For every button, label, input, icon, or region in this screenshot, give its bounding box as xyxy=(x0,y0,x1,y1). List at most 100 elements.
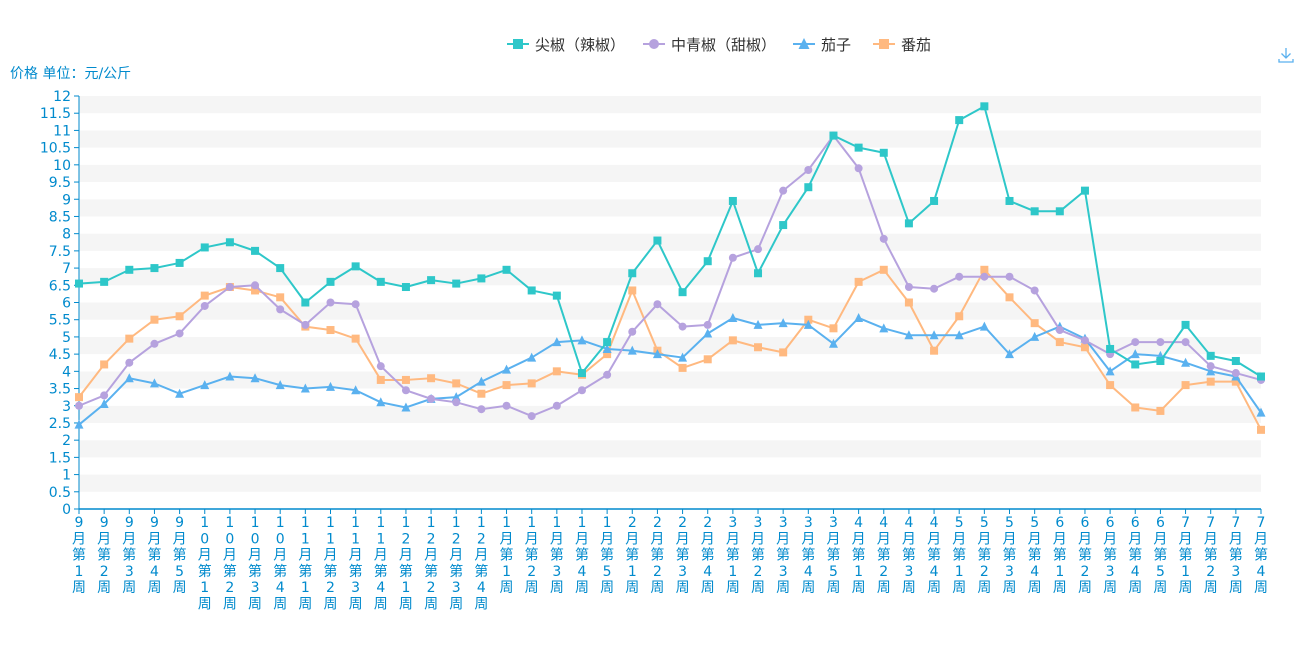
grid-band xyxy=(79,199,1261,217)
y-tick-label: 11 xyxy=(53,123,71,139)
data-point xyxy=(150,315,159,324)
data-point xyxy=(1105,366,1115,376)
y-tick-label: 8.5 xyxy=(49,209,71,225)
data-point xyxy=(502,401,511,410)
legend-item[interactable]: 茄子 xyxy=(793,36,851,54)
data-point xyxy=(754,269,763,278)
data-point xyxy=(1080,336,1089,345)
data-point xyxy=(452,279,461,288)
data-point xyxy=(477,405,486,414)
legend-item[interactable]: 尖椒（辣椒） xyxy=(507,36,625,54)
data-point xyxy=(326,298,335,307)
legend[interactable]: 尖椒（辣椒） 中青椒（甜椒） 茄子 番茄 xyxy=(507,36,931,54)
data-point xyxy=(527,412,536,421)
data-point xyxy=(1030,331,1040,341)
y-tick-label: 2 xyxy=(62,433,71,449)
data-point xyxy=(1005,196,1014,205)
x-tick-label: 9 月第 3 周 xyxy=(122,515,136,596)
data-point xyxy=(828,338,838,348)
data-point xyxy=(627,345,637,355)
data-point xyxy=(879,265,888,274)
data-point xyxy=(1131,403,1140,412)
data-point xyxy=(678,363,687,372)
x-tick-label: 1 月第 4 周 xyxy=(575,515,589,596)
data-point xyxy=(1206,366,1216,376)
data-point xyxy=(753,319,763,329)
x-tick-label: 3 月第 4 周 xyxy=(801,515,815,596)
data-point xyxy=(804,165,813,174)
download-icon[interactable] xyxy=(1276,45,1296,65)
data-point xyxy=(1055,207,1064,216)
data-point xyxy=(602,343,612,353)
data-point xyxy=(75,401,83,410)
y-tick-label: 3 xyxy=(62,399,71,415)
data-point xyxy=(1181,320,1190,329)
data-point xyxy=(1005,272,1014,281)
data-point xyxy=(225,283,234,292)
data-point xyxy=(1156,338,1165,347)
data-point xyxy=(175,258,184,267)
y-axis: 00.511.522.533.544.555.566.577.588.599.5… xyxy=(40,89,80,518)
y-tick-label: 3.5 xyxy=(49,382,71,398)
series-line xyxy=(78,105,1262,378)
data-point xyxy=(1055,326,1064,335)
data-point xyxy=(678,352,688,362)
data-point xyxy=(1131,360,1140,369)
data-point xyxy=(74,419,84,429)
data-point xyxy=(980,102,989,111)
y-axis-label: 价格 单位：元/公斤 xyxy=(10,66,131,82)
grid-band xyxy=(79,457,1261,475)
data-point xyxy=(99,399,109,409)
y-tick-label: 10.5 xyxy=(40,141,71,157)
y-tick-label: 1.5 xyxy=(49,450,71,466)
x-tick-label: 4 月第 4 周 xyxy=(927,515,941,596)
x-tick-label: 1 0 月第 2 周 xyxy=(223,515,237,613)
grid-band xyxy=(79,250,1261,269)
data-point xyxy=(376,397,386,407)
data-point xyxy=(225,371,235,381)
data-point xyxy=(75,279,83,288)
data-point xyxy=(124,373,134,383)
data-point xyxy=(1206,351,1215,360)
data-point xyxy=(728,336,737,345)
x-tick-label: 2 月第 2 周 xyxy=(650,515,664,596)
data-point xyxy=(301,298,310,307)
x-tick-label: 7 月第 4 周 xyxy=(1254,515,1268,596)
y-tick-label: 6.5 xyxy=(49,278,71,294)
data-point xyxy=(649,39,659,49)
data-point xyxy=(603,370,612,379)
x-tick-label: 1 月第 3 周 xyxy=(550,515,564,596)
x-tick-label: 9 月第 1 周 xyxy=(72,515,86,596)
data-point xyxy=(401,402,411,412)
data-point xyxy=(929,330,939,340)
legend-item[interactable]: 番茄 xyxy=(873,36,931,54)
data-point xyxy=(652,349,662,359)
data-point xyxy=(904,330,914,340)
x-tick-label: 9 月第 4 周 xyxy=(147,515,161,596)
x-tick-label: 1 月第 5 周 xyxy=(600,515,614,596)
legend-label: 中青椒（甜椒） xyxy=(671,36,776,54)
data-point xyxy=(502,364,512,374)
data-point xyxy=(653,236,662,245)
y-tick-label: 8 xyxy=(62,227,71,243)
data-point xyxy=(175,312,184,321)
data-point xyxy=(552,401,561,410)
data-point xyxy=(754,245,763,254)
grid-band xyxy=(79,302,1261,320)
data-point xyxy=(678,288,687,297)
data-point xyxy=(904,219,913,228)
x-tick-label: 2 月第 4 周 xyxy=(701,515,715,596)
data-point xyxy=(854,277,863,286)
data-point xyxy=(276,293,285,302)
data-point xyxy=(552,337,562,347)
series-0 xyxy=(75,102,1265,381)
legend-item[interactable]: 中青椒（甜椒） xyxy=(643,36,776,54)
data-point xyxy=(175,329,184,338)
data-point xyxy=(275,380,285,390)
grid-band xyxy=(79,233,1261,251)
data-point xyxy=(401,386,410,395)
data-point xyxy=(502,381,511,390)
y-tick-label: 10 xyxy=(53,158,71,174)
data-point xyxy=(376,362,385,371)
x-tick-label: 2 月第 3 周 xyxy=(676,515,690,596)
